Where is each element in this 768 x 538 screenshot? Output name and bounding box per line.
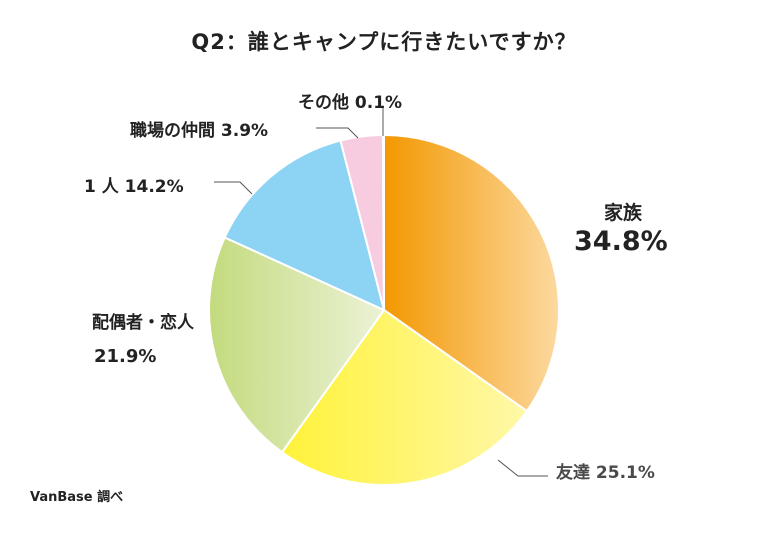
pie-slice-4 — [223, 139, 386, 312]
leader-line-friends — [497, 459, 548, 477]
label-partner-name: 配偶者・恋人 — [92, 313, 194, 333]
pie-slices — [208, 133, 560, 486]
label-friends-value: 25.1% — [595, 463, 655, 483]
label-partner-value: 21.9% — [94, 346, 157, 367]
leader-line-alone — [214, 181, 253, 195]
leader-line-coworkers — [316, 127, 359, 139]
pie-slice-1 — [383, 133, 560, 413]
label-other-name: その他 — [298, 93, 349, 113]
chart-title: Q2：誰とキャンプに行きたいですか？ — [191, 30, 577, 54]
label-coworkers-name: 職場の仲間 — [130, 121, 215, 141]
pie-slice-6 — [381, 133, 385, 311]
label-coworkers-value: 3.9% — [220, 121, 269, 141]
label-family-name: 家族 — [604, 202, 643, 224]
label-friends-name: 友達 — [556, 463, 590, 483]
label-other: その他 0.1% — [298, 88, 402, 113]
source-note: VanBase 調べ — [30, 490, 124, 505]
label-alone-name: 1 人 — [84, 177, 119, 197]
label-family-value: 34.8% — [574, 226, 668, 257]
pie-slice-2 — [280, 308, 529, 486]
label-alone: 1 人 14.2% — [84, 172, 184, 197]
label-alone-value: 14.2% — [124, 177, 184, 197]
label-coworkers: 職場の仲間 3.9% — [130, 116, 268, 141]
label-friends: 友達 25.1% — [556, 458, 655, 483]
label-other-value: 0.1% — [354, 93, 403, 113]
leader-lines — [214, 108, 548, 477]
